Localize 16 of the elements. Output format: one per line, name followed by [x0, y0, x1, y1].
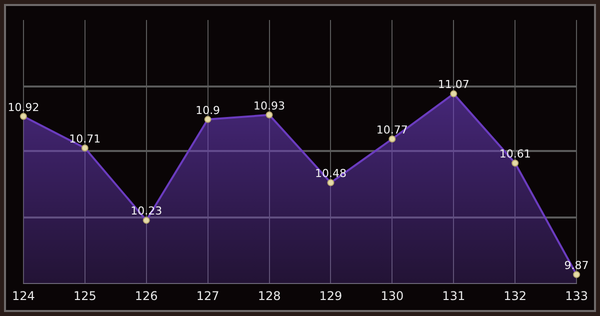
x-tick-label: 125	[73, 288, 96, 303]
data-label: 10.71	[69, 132, 101, 146]
x-tick-label: 131	[442, 288, 466, 303]
data-label: 10.92	[8, 100, 40, 114]
x-tick-label: 127	[196, 288, 220, 303]
x-tick-label: 126	[134, 288, 158, 303]
x-tick-label: 132	[504, 288, 527, 303]
data-label: 11.07	[438, 78, 470, 92]
data-label: 10.9	[196, 104, 220, 117]
x-tick-label: 128	[258, 288, 281, 303]
x-tick-label: 124	[12, 288, 35, 303]
x-tick-label: 130	[380, 288, 404, 303]
x-tick-label: 133	[565, 288, 588, 303]
data-label: 10.93	[254, 99, 286, 112]
data-label: 10.23	[130, 204, 162, 218]
x-tick-label: 129	[319, 288, 342, 303]
